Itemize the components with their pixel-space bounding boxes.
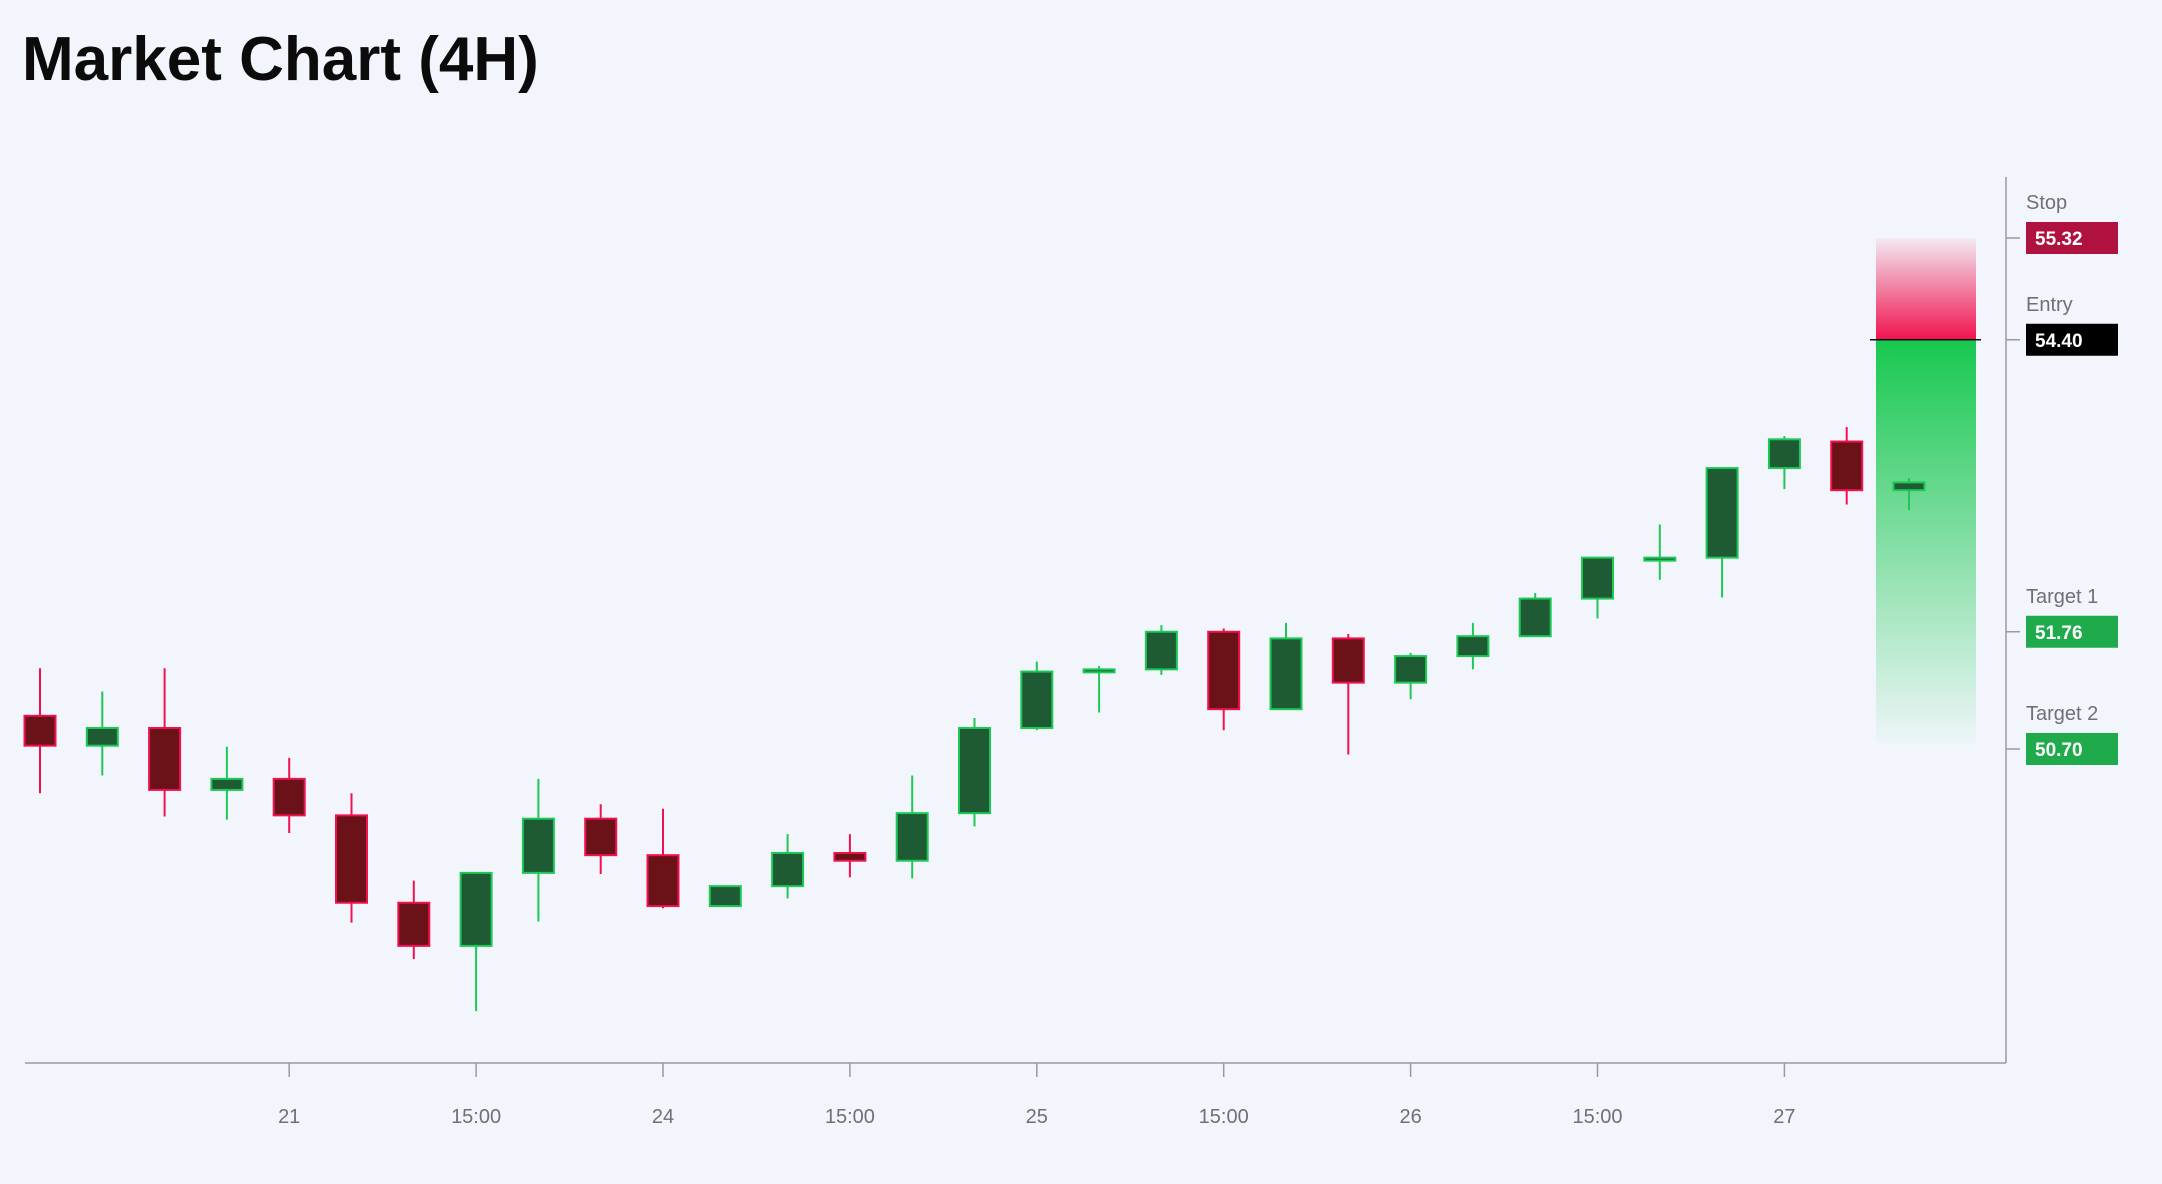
x-tick-label: 21 [278,1106,300,1128]
candle-body [85,726,119,747]
chart-title: Market Chart (4H) [22,25,539,94]
candle-body [1518,597,1552,638]
x-tick-label: 15:00 [825,1106,875,1128]
level-value: 50.70 [2035,740,2083,761]
candle-body [1331,637,1365,684]
candle-body [397,901,431,947]
level-name: Target 2 [2026,703,2098,725]
candle-body [1207,630,1241,711]
x-tick-label: 25 [1026,1106,1048,1128]
candle [1830,427,1864,505]
candle [1144,625,1178,675]
candle-body [1643,556,1677,562]
candle [646,808,680,909]
candle-body [459,871,493,947]
candle [1331,633,1365,755]
candle [1767,435,1801,490]
candle-body [1456,635,1490,658]
x-tick-label: 15:00 [451,1106,501,1128]
candle [958,718,991,827]
candle-body [1144,630,1178,671]
candle [272,757,306,834]
candle-body [23,714,57,747]
price-levels-layer: Stop 55.32 Entry 54.40 Target 1 51.76 Target 2… [2006,192,2118,765]
candle [459,871,493,1012]
candle [335,793,368,923]
candle-body [1767,438,1801,470]
candle [85,691,119,776]
candle [1518,593,1552,638]
candle [833,834,867,878]
candle-body [1892,481,1926,492]
x-tick-label: 26 [1399,1106,1421,1128]
candle [771,834,805,899]
candle-body [1581,556,1614,600]
candle-body [771,851,805,888]
candle [521,778,555,922]
level-badge [2026,222,2118,254]
level-value: 55.32 [2035,229,2083,250]
candle [1207,628,1241,731]
candle-body [148,726,182,791]
candle [1020,661,1054,731]
candle [397,880,431,960]
candle-body [1269,637,1303,711]
candle [1581,556,1614,619]
x-tick-label: 15:00 [1199,1106,1249,1128]
candle [1394,652,1428,700]
candle [23,668,57,794]
candle-body [335,814,368,904]
candle [1705,467,1739,598]
candle-body [1705,467,1739,559]
level-value: 54.40 [2035,331,2083,352]
candle-body [833,851,867,862]
candle [708,885,742,908]
candle [1456,622,1490,670]
candle-body [584,817,618,857]
level-value: 51.76 [2035,623,2083,644]
candle [148,668,182,817]
candle-body [272,777,306,817]
candle-body [708,885,742,908]
x-tick-label: 15:00 [1572,1106,1622,1128]
target-zone [1876,339,1976,745]
candle [1269,622,1303,711]
candle-body [210,777,244,791]
candle [210,746,244,820]
level-name: Target 1 [2026,586,2098,608]
candles-layer [23,427,1926,1012]
axes-layer: 21 15:00 24 15:00 25 15:00 26 15:00 27 [25,177,2007,1128]
candle-body [1020,670,1054,729]
stop-zone [1876,238,1976,340]
candle [584,804,618,874]
candle [1892,478,1926,511]
candle [1082,666,1116,713]
level-badge [2026,615,2118,648]
candle-body [895,812,929,862]
level-badge [2026,323,2118,356]
candle-body [1394,655,1428,684]
level-badge [2026,733,2118,765]
candle-body [1082,668,1116,674]
candle-body [521,817,555,874]
candle-body [958,726,991,815]
candle [895,775,929,879]
x-tick-label: 24 [652,1106,674,1128]
candle-body [1830,440,1864,492]
candle [1643,524,1677,580]
candle-body [646,854,680,908]
level-name: Stop [2026,192,2067,214]
risk-reward-zones [1870,238,1981,745]
x-tick-label: 27 [1773,1106,1795,1128]
level-name: Entry [2026,294,2073,316]
